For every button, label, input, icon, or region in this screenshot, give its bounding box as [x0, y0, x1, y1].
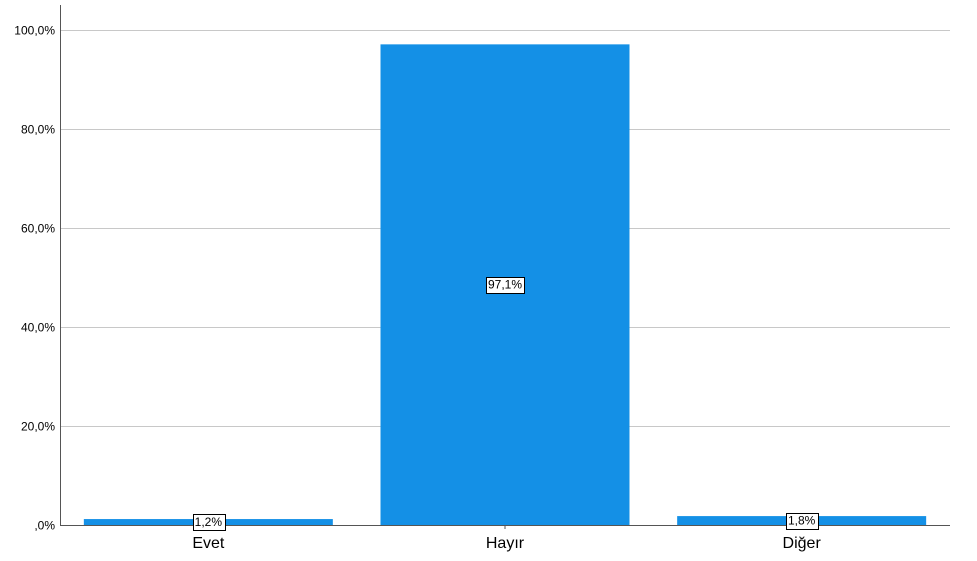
x-category-label: Hayır [486, 535, 525, 552]
y-tick-label: ,0% [34, 519, 55, 533]
data-label-box [786, 513, 819, 530]
data-label-box [193, 514, 226, 531]
data-label-text: 97,1% [488, 278, 522, 292]
y-tick-label: 20,0% [21, 420, 55, 434]
data-label-box [486, 277, 525, 294]
x-category-label: Diğer [783, 535, 822, 552]
data-label-text: 1,2% [195, 515, 223, 529]
data-label-evet: 1,2% [193, 514, 226, 531]
y-tick-label: 80,0% [21, 123, 55, 137]
data-labels: 1,2% 97,1% 1,8% [193, 277, 819, 531]
y-tick-label: 100,0% [14, 24, 55, 38]
data-label-hayır: 97,1% [486, 277, 525, 294]
data-label-diğer: 1,8% [786, 513, 819, 530]
y-tick-label: 40,0% [21, 321, 55, 335]
data-label-text: 1,8% [788, 514, 816, 528]
y-axis-tick-labels: ,0% 20,0% 40,0% 60,0% 80,0% 100,0% [14, 24, 55, 533]
y-tick-label: 60,0% [21, 222, 55, 236]
x-category-label: Evet [192, 535, 225, 552]
x-axis-category-labels: Evet Hayır Diğer [192, 535, 821, 552]
